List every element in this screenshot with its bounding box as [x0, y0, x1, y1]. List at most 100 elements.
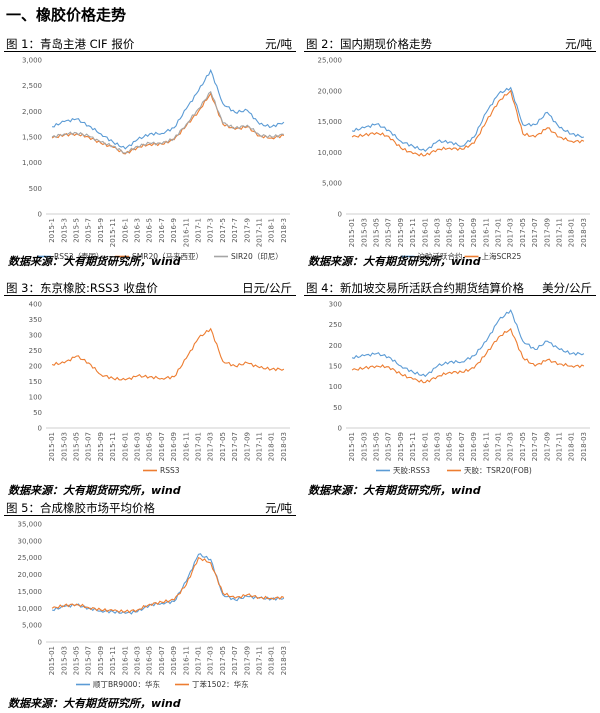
- y-tick-label: 15,000: [318, 118, 343, 126]
- chart-unit: 元/吨: [265, 501, 292, 515]
- x-tick-label: 2016-07: [458, 218, 466, 247]
- x-tick-label: 2018-03: [280, 646, 288, 675]
- x-tick-label: 2016-11: [482, 218, 490, 247]
- x-tick-label: 2017-09: [243, 432, 251, 461]
- chart-5-source: 数据来源：大有期货研究所，wind: [8, 697, 181, 710]
- x-tick-label: 2015-11: [109, 646, 117, 675]
- x-tick-label: 2016-07: [158, 646, 166, 675]
- y-tick-label: 5,000: [22, 622, 42, 630]
- x-tick-label: 2015-03: [60, 646, 68, 675]
- y-tick-label: 5,000: [322, 180, 342, 188]
- x-tick-label: 2018-1: [268, 218, 276, 243]
- x-tick-label: 2017-03: [207, 432, 215, 461]
- x-tick-label: 2017-01: [495, 218, 503, 247]
- series-line: [351, 327, 585, 384]
- x-tick-label: 2017-1: [195, 218, 203, 243]
- y-tick-label: 3,000: [22, 57, 42, 65]
- y-tick-label: 300: [329, 301, 342, 309]
- y-tick-label: 0: [38, 211, 42, 219]
- x-tick-label: 2016-09: [170, 432, 178, 461]
- legend-label: SIR20（印尼）: [231, 252, 283, 261]
- x-tick-label: 2016-01: [121, 432, 129, 461]
- x-tick-label: 2015-07: [385, 432, 393, 461]
- x-tick-label: 2017-03: [507, 218, 515, 247]
- y-tick-label: 50: [33, 409, 42, 417]
- y-tick-label: 50: [333, 404, 342, 412]
- y-tick-label: 250: [329, 321, 342, 329]
- y-tick-label: 150: [329, 363, 342, 371]
- x-tick-label: 2018-01: [268, 432, 276, 461]
- y-tick-label: 30,000: [18, 537, 43, 545]
- x-tick-label: 2018-01: [568, 432, 576, 461]
- x-tick-label: 2015-5: [73, 218, 81, 243]
- x-tick-label: 2015-11: [109, 432, 117, 461]
- x-tick-label: 2017-07: [231, 646, 239, 675]
- x-tick-label: 2016-11: [182, 218, 190, 247]
- chart-header: 图 3：东京橡胶:RSS3 收盘价 日元/公斤: [4, 278, 296, 296]
- series-line: [51, 90, 284, 154]
- y-tick-label: 35,000: [18, 521, 43, 529]
- y-tick-label: 25,000: [318, 57, 343, 65]
- series-line: [351, 309, 585, 378]
- x-tick-label: 2017-5: [219, 218, 227, 243]
- x-tick-label: 2016-5: [146, 218, 154, 243]
- x-tick-label: 2015-01: [348, 432, 356, 461]
- y-tick-label: 200: [329, 342, 342, 350]
- x-tick-label: 2016-09: [470, 432, 478, 461]
- y-tick-label: 0: [338, 211, 342, 219]
- y-tick-label: 10,000: [318, 149, 343, 157]
- x-tick-label: 2018-03: [580, 218, 588, 247]
- x-tick-label: 2016-05: [446, 432, 454, 461]
- chart-4-source: 数据来源：大有期货研究所，wind: [308, 484, 481, 497]
- chart-heading: 图 3：东京橡胶:RSS3 收盘价: [6, 281, 158, 295]
- y-tick-label: 2,500: [22, 82, 42, 90]
- x-tick-label: 2017-01: [195, 432, 203, 461]
- chart-heading: 图 4：新加坡交易所活跃合约期货结算价格: [306, 281, 524, 295]
- x-tick-label: 2017-05: [219, 432, 227, 461]
- x-tick-label: 2017-11: [556, 432, 564, 461]
- y-tick-label: 15,000: [18, 588, 43, 596]
- section-title: 一、橡胶价格走势: [6, 6, 127, 24]
- y-tick-label: 100: [29, 394, 42, 402]
- x-tick-label: 2016-11: [182, 646, 190, 675]
- series-line: [51, 553, 285, 615]
- x-tick-label: 2016-01: [121, 646, 129, 675]
- x-tick-label: 2016-1: [121, 218, 129, 243]
- chart-header: 图 4：新加坡交易所活跃合约期货结算价格 美分/公斤: [304, 278, 596, 296]
- x-tick-label: 2016-09: [170, 646, 178, 675]
- chart-unit: 元/吨: [265, 37, 292, 51]
- x-tick-label: 2017-11: [256, 432, 264, 461]
- legend-label: 顺丁BR9000：华东: [93, 679, 160, 689]
- x-tick-label: 2016-05: [146, 646, 154, 675]
- x-tick-label: 2015-07: [85, 646, 93, 675]
- x-tick-label: 2017-09: [543, 432, 551, 461]
- y-tick-label: 100: [329, 383, 342, 391]
- chart-header: 图 1：青岛主港 CIF 报价 元/吨: [4, 34, 296, 52]
- x-tick-label: 2017-01: [495, 432, 503, 461]
- series-line: [51, 327, 285, 381]
- x-tick-label: 2015-11: [409, 218, 417, 247]
- x-tick-label: 2015-1: [48, 218, 56, 243]
- x-tick-label: 2015-03: [360, 218, 368, 247]
- x-tick-label: 2016-7: [158, 218, 166, 243]
- x-tick-label: 2016-03: [134, 432, 142, 461]
- x-tick-label: 2015-05: [73, 646, 81, 675]
- x-tick-label: 2015-7: [85, 218, 93, 243]
- x-tick-label: 2017-05: [219, 646, 227, 675]
- chart-unit: 元/吨: [565, 37, 592, 51]
- x-tick-label: 2015-09: [97, 432, 105, 461]
- chart-panel-5: 图 5：合成橡胶市场平均价格 元/吨 0 5,000 10,000 15,000 20,…: [4, 498, 296, 692]
- legend-label: RSS3: [160, 466, 180, 475]
- x-tick-label: 2015-09: [397, 432, 405, 461]
- chart-heading: 图 1：青岛主港 CIF 报价: [6, 37, 135, 51]
- chart-panel-2: 图 2：国内期现价格走势 元/吨 0 5,000 10,000 15,000 20,00…: [304, 34, 596, 264]
- y-tick-label: 0: [338, 425, 342, 433]
- x-tick-label: 2017-05: [519, 218, 527, 247]
- series-line: [51, 556, 285, 614]
- x-tick-label: 2015-05: [73, 432, 81, 461]
- legend-label: 上海SCR25: [482, 251, 522, 261]
- x-tick-label: 2017-07: [531, 432, 539, 461]
- x-tick-label: 2016-11: [482, 432, 490, 461]
- x-tick-label: 2015-3: [60, 218, 68, 243]
- x-tick-label: 2018-03: [280, 432, 288, 461]
